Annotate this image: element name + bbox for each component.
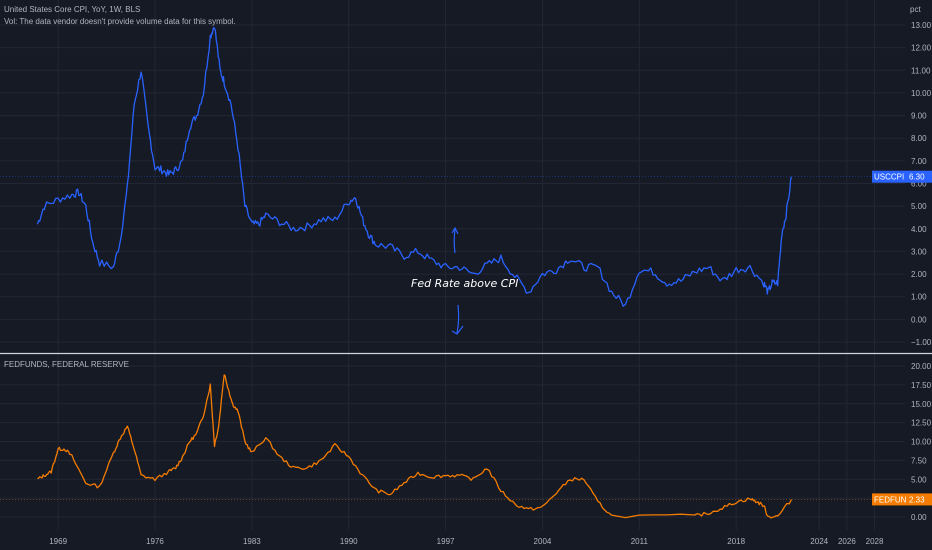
y-tick-label: 11.00 (911, 66, 931, 75)
cpi-series-line (36, 26, 793, 307)
axis-unit-label: pct (910, 5, 921, 14)
time-axis[interactable]: 1969 1976 1983 1990 1997 2004 2011 2018 2024 2026… (49, 537, 884, 546)
series-value-tag (907, 170, 932, 183)
y-tick-label: 10.00 (911, 438, 932, 447)
y-tick-label: 2.00 (911, 270, 927, 279)
arrow-down-icon (451, 304, 464, 335)
x-tick-label: 2024 (810, 537, 828, 546)
x-tick-label: 1976 (146, 537, 164, 546)
y-tick-label: 13.00 (911, 21, 932, 30)
y-tick-label: 0.00 (911, 513, 927, 522)
series-path (37, 374, 793, 519)
legend-cpi[interactable]: United States Core CPI, YoY, 1W, BLS Vol… (4, 4, 236, 28)
y-tick-label: 3.00 (911, 247, 927, 256)
x-tick-label: 2026 (838, 537, 856, 546)
y-tick-label: 7.50 (911, 456, 927, 465)
y-tick-label: 12.00 (911, 44, 932, 53)
y-tick-label: 15.00 (911, 400, 932, 409)
x-tick-label: 2011 (631, 537, 649, 546)
x-tick-label: 1997 (437, 537, 455, 546)
x-tick-label: 1969 (49, 537, 67, 546)
y-tick-label: 17.50 (911, 381, 932, 390)
series-name-tag (872, 170, 907, 183)
fedfunds-series-line (37, 374, 793, 519)
price-axis-cpi[interactable]: 13.00 12.00 11.00 10.00 9.00 8.00 7.00 6.00 5.00… (911, 21, 932, 347)
arrow-up-icon (451, 226, 459, 254)
y-tick-label: 9.00 (911, 112, 927, 121)
y-tick-label: 1.00 (911, 293, 927, 302)
y-tick-label: 0.00 (911, 315, 927, 324)
series-name-tag (872, 493, 907, 506)
y-tick-label: 10.00 (911, 89, 932, 98)
series-value-tag (907, 493, 932, 506)
chart-grid (0, 0, 905, 530)
y-tick-label: 5.00 (911, 202, 927, 211)
y-tick-label: 4.00 (911, 225, 927, 234)
x-tick-label: 2004 (534, 537, 552, 546)
y-tick-label: 8.00 (911, 134, 927, 143)
x-tick-label: 2028 (866, 537, 884, 546)
series-value-label: 6.30 (909, 173, 925, 182)
x-tick-label: 2018 (727, 537, 745, 546)
y-tick-label: 7.00 (911, 157, 927, 166)
y-tick-label: −1.00 (911, 338, 932, 347)
y-tick-label: 6.00 (911, 180, 927, 189)
series-value-label: 2.33 (909, 495, 925, 504)
legend-fedfunds[interactable]: FEDFUNDS, FEDERAL RESERVE (4, 360, 129, 369)
annotation-arrows (451, 226, 464, 335)
x-tick-label: 1983 (243, 537, 261, 546)
series-name-label: FEDFUNDS (874, 495, 918, 504)
y-tick-label: 5.00 (911, 475, 927, 484)
legend-symbol-title[interactable]: United States Core CPI, YoY, 1W, BLS (4, 5, 141, 14)
legend-volume-note: Vol: The data vendor doesn't provide vol… (4, 17, 236, 26)
y-tick-label: 20.00 (911, 362, 932, 371)
series-path (36, 26, 793, 307)
annotation-text: Fed Rate above CPI (411, 277, 518, 290)
x-tick-label: 1990 (340, 537, 358, 546)
series-name-label: USCCPI (874, 173, 904, 182)
y-tick-label: 12.50 (911, 419, 932, 428)
